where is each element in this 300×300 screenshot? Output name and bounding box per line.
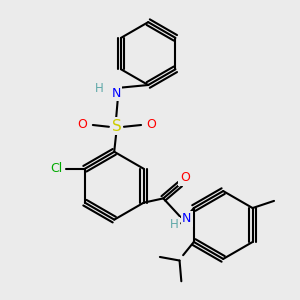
Text: O: O bbox=[77, 118, 87, 131]
Text: O: O bbox=[146, 118, 156, 131]
Text: H: H bbox=[95, 82, 104, 95]
Text: Cl: Cl bbox=[50, 162, 62, 175]
Text: N: N bbox=[182, 212, 192, 225]
Text: S: S bbox=[112, 118, 122, 134]
Text: H: H bbox=[170, 218, 178, 231]
Text: O: O bbox=[180, 171, 190, 184]
Text: N: N bbox=[111, 87, 121, 100]
